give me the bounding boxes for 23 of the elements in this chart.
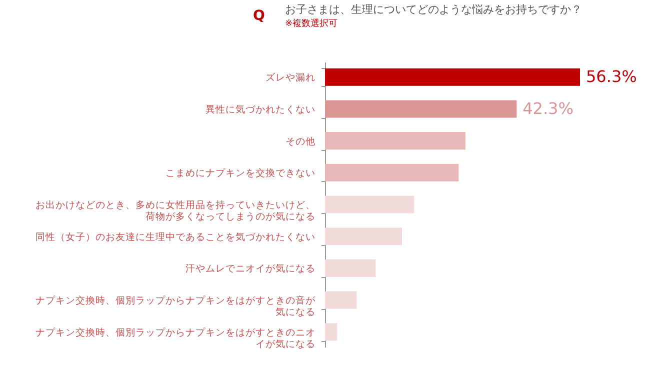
y-tick-label: 異性に気づかれたくない bbox=[206, 103, 316, 116]
bar bbox=[325, 164, 459, 182]
y-tick-label: こまめにナプキンを交換できない bbox=[166, 167, 316, 180]
y-tick-label: ナプキン交換時、個別ラップからナプキンをはがすときの音が気になる bbox=[36, 294, 316, 318]
bar bbox=[325, 323, 338, 341]
chart-subtitle: ※複数選択可 bbox=[285, 18, 338, 29]
chart-title: お子さまは、生理についてどのような悩みをお持ちですか？ bbox=[285, 3, 582, 16]
y-tick-label: その他 bbox=[286, 135, 316, 148]
bar bbox=[325, 259, 376, 277]
text: Q bbox=[253, 8, 265, 24]
y-tick-label: お出かけなどのとき、多めに女性用品を持っていきたいけど、荷物が多くなってしまうのが気になる bbox=[36, 199, 316, 222]
y-tick-label: ズレや漏れ bbox=[266, 72, 316, 84]
bar bbox=[325, 291, 357, 309]
bar bbox=[325, 228, 402, 246]
bar bbox=[325, 100, 517, 118]
bar bbox=[325, 196, 414, 214]
y-tick-label: ナプキン交換時、個別ラップからナプキンをはがすときのニオイが気になる bbox=[36, 326, 316, 350]
y-tick-label: 汗やムレでニオイが気になる bbox=[186, 262, 316, 275]
y-tick-label: 同性（女子）のお友達に生理中であることを気づかれたくない bbox=[36, 230, 316, 243]
data-label: 42.3% bbox=[522, 98, 574, 118]
bar bbox=[325, 132, 466, 150]
data-label: 56.3% bbox=[586, 67, 637, 86]
bar bbox=[325, 68, 580, 86]
